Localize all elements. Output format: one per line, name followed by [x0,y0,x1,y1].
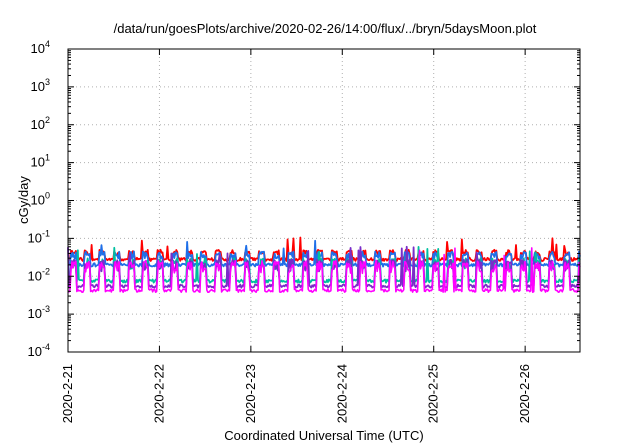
y-tick-label: 10-2 [28,266,50,283]
series-line [67,239,581,268]
x-tick-label: 2020-2-24 [334,364,349,423]
x-tick-label: 2020-2-25 [426,364,441,423]
chart-title: /data/run/goesPlots/archive/2020-02-26/1… [114,21,537,36]
y-tick-label: 101 [31,153,50,170]
x-tick-label: 2020-2-23 [243,364,258,423]
y-tick-label: 104 [31,39,50,56]
x-tick-label: 2020-2-21 [60,364,75,423]
y-tick-label: 10-4 [28,342,50,359]
y-tick-label: 100 [31,191,50,208]
series-lines [67,236,581,294]
y-tick-label: 102 [31,115,50,132]
series-line [67,247,581,294]
y-tick-label: 10-1 [28,228,50,245]
x-tick-label: 2020-2-22 [151,364,166,423]
y-tick-label: 103 [31,77,50,94]
grid-lines [68,49,580,352]
y-axis-label: cGy/day [16,176,31,224]
series-line [67,236,581,262]
x-tick-label: 2020-2-26 [517,364,532,423]
x-axis-label: Coordinated Universal Time (UTC) [224,428,423,443]
y-ticks: 10-4 10-3 10-2 10-1 100 101 102 103 104 [28,39,580,359]
y-tick-label: 10-3 [28,304,50,321]
series-line [67,245,581,289]
x-ticks: 2020-2-21 2020-2-22 2020-2-23 2020-2-24 2020… [60,49,532,423]
